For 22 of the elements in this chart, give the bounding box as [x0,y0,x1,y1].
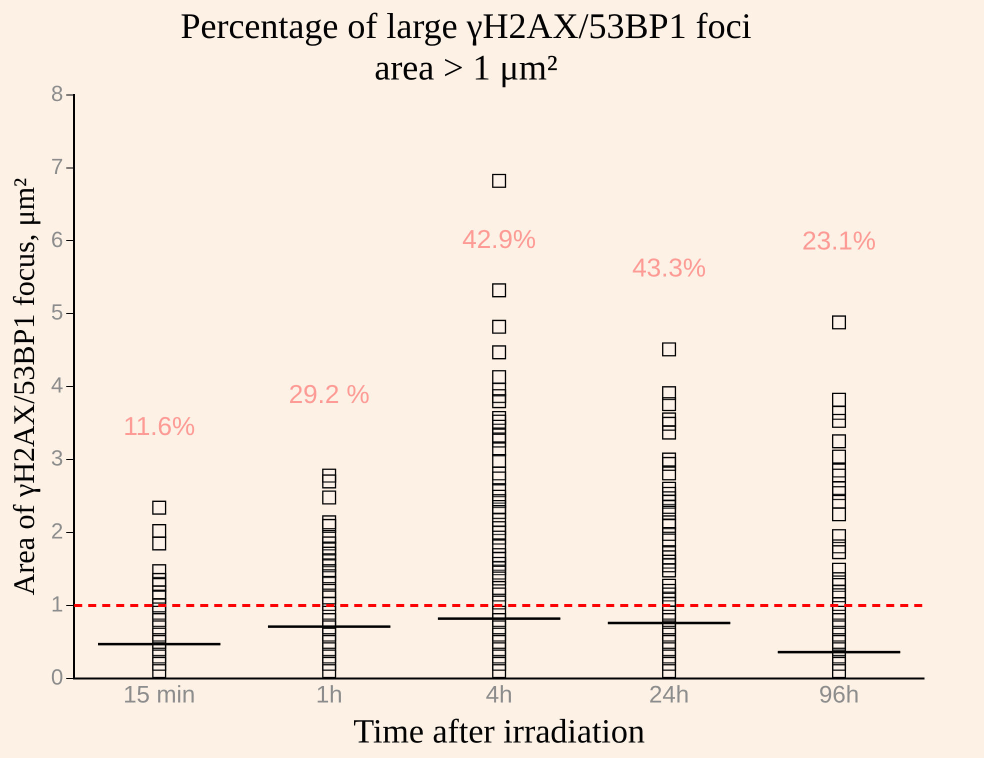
y-tick-label: 6 [50,226,64,252]
chart-title: Percentage of large γH2AX/53BP1 foci area > 1 μm² [180,6,752,88]
x-axis-title: Time after irradiation [353,714,645,751]
y-tick-label: 4 [50,372,64,398]
annotation: 43.3% [632,252,706,283]
annotation: 29.2 % [288,378,370,409]
x-tick-label: 24h [649,681,690,708]
annotation: 11.6% [123,410,196,441]
y-tick-label: 1 [50,592,64,617]
y-tick-label: 3 [50,446,64,471]
x-tick-label: 96h [819,681,860,708]
x-tick-label: 1h [316,681,343,708]
y-tick-label: 8 [50,80,64,106]
y-axis-title: Area of γH2AX/53BP1 focus, μm² [8,178,41,596]
annotation: 42.9% [462,224,536,254]
y-tick-label: 7 [50,154,64,179]
x-tick-label: 4h [486,681,512,708]
y-tick-label: 0 [50,664,64,690]
x-tick-label: 15 min [123,681,196,708]
annotation: 23.1% [802,226,876,256]
y-tick-label: 2 [50,518,64,544]
y-tick-label: 5 [50,300,64,325]
